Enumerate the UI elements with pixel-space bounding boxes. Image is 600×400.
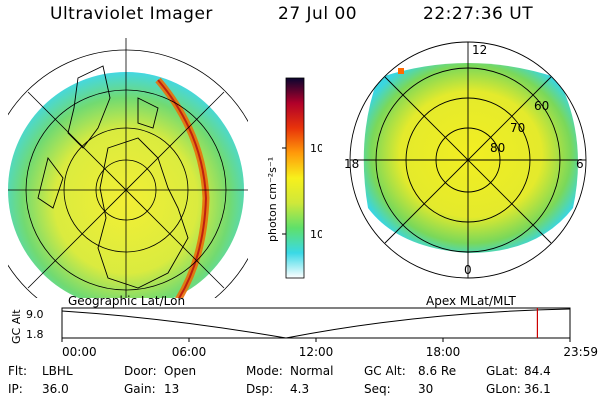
- info-label: GLat:: [486, 364, 519, 378]
- cbar-tick-10: 10: [310, 228, 322, 241]
- color-scale-bar: 100 10 photon cm⁻²s⁻¹: [266, 77, 322, 279]
- alt-xtick-label: 18:00: [426, 345, 461, 359]
- cbar-unit-label: photon cm⁻²s⁻¹: [266, 157, 279, 242]
- apex-mlt-0: 0: [464, 263, 472, 277]
- observation-time: 22:27:36 UT: [423, 4, 534, 24]
- alt-ytick-high: 9.0: [26, 308, 44, 321]
- apex-mlt-12: 12: [472, 43, 487, 57]
- info-value: 30: [418, 382, 434, 396]
- apex-emission-area: [363, 63, 578, 253]
- info-label: Gain:: [124, 382, 156, 396]
- info-value: 4.3: [290, 382, 310, 396]
- info-label: IP:: [8, 382, 23, 396]
- color-scale-fill: [285, 77, 305, 279]
- apex-mlt-6: 6: [576, 157, 584, 171]
- alt-xtick-label: 00:00: [62, 345, 97, 359]
- apex-map-label: Apex MLat/MLT: [426, 294, 516, 308]
- geographic-map-label: Geographic Lat/Lon: [68, 294, 186, 308]
- alt-xtick-label: 23:59: [563, 345, 598, 359]
- apex-lat-80: 80: [490, 141, 505, 155]
- info-value: 13: [164, 382, 180, 396]
- page-title: Ultraviolet Imager: [50, 4, 213, 24]
- altitude-time-plot: GC Alt 9.0 1.8 00:00 06:00 12:00 18:00 23:59: [10, 307, 598, 359]
- info-label: Dsp:: [246, 382, 274, 396]
- geo-graticule: [8, 38, 248, 298]
- info-value: 36.0: [42, 382, 69, 396]
- info-label: Flt:: [8, 364, 27, 378]
- apex-lat-60: 60: [534, 99, 549, 113]
- info-value: 36.1: [524, 382, 551, 396]
- apex-lat-70: 70: [510, 121, 525, 135]
- info-label: Seq:: [364, 382, 391, 396]
- info-value: 84.4: [524, 364, 551, 378]
- info-label: Door:: [124, 364, 157, 378]
- cbar-tick-100: 100: [310, 142, 322, 155]
- info-value: LBHL: [42, 364, 73, 378]
- coastlines: [37, 65, 189, 289]
- alt-axis-label: GC Alt: [10, 309, 23, 344]
- info-label: GC Alt:: [364, 364, 406, 378]
- alt-xtick-label: 12:00: [299, 345, 334, 359]
- info-value: 8.6 Re: [418, 364, 457, 378]
- apex-mlat-mlt-map: 60 70 80 12 18 6 0: [344, 41, 587, 279]
- info-value: Normal: [290, 364, 334, 378]
- alt-xtick-label: 06:00: [172, 345, 207, 359]
- apex-graticule: [349, 41, 587, 279]
- info-value: Open: [164, 364, 197, 378]
- altitude-curve: [61, 308, 571, 339]
- apex-mlt-18: 18: [344, 157, 359, 171]
- info-label: Mode:: [246, 364, 283, 378]
- observation-date: 27 Jul 00: [278, 4, 358, 24]
- alt-ytick-low: 1.8: [26, 328, 44, 341]
- info-label: GLon:: [486, 382, 521, 396]
- geographic-auroral-map: [8, 38, 248, 298]
